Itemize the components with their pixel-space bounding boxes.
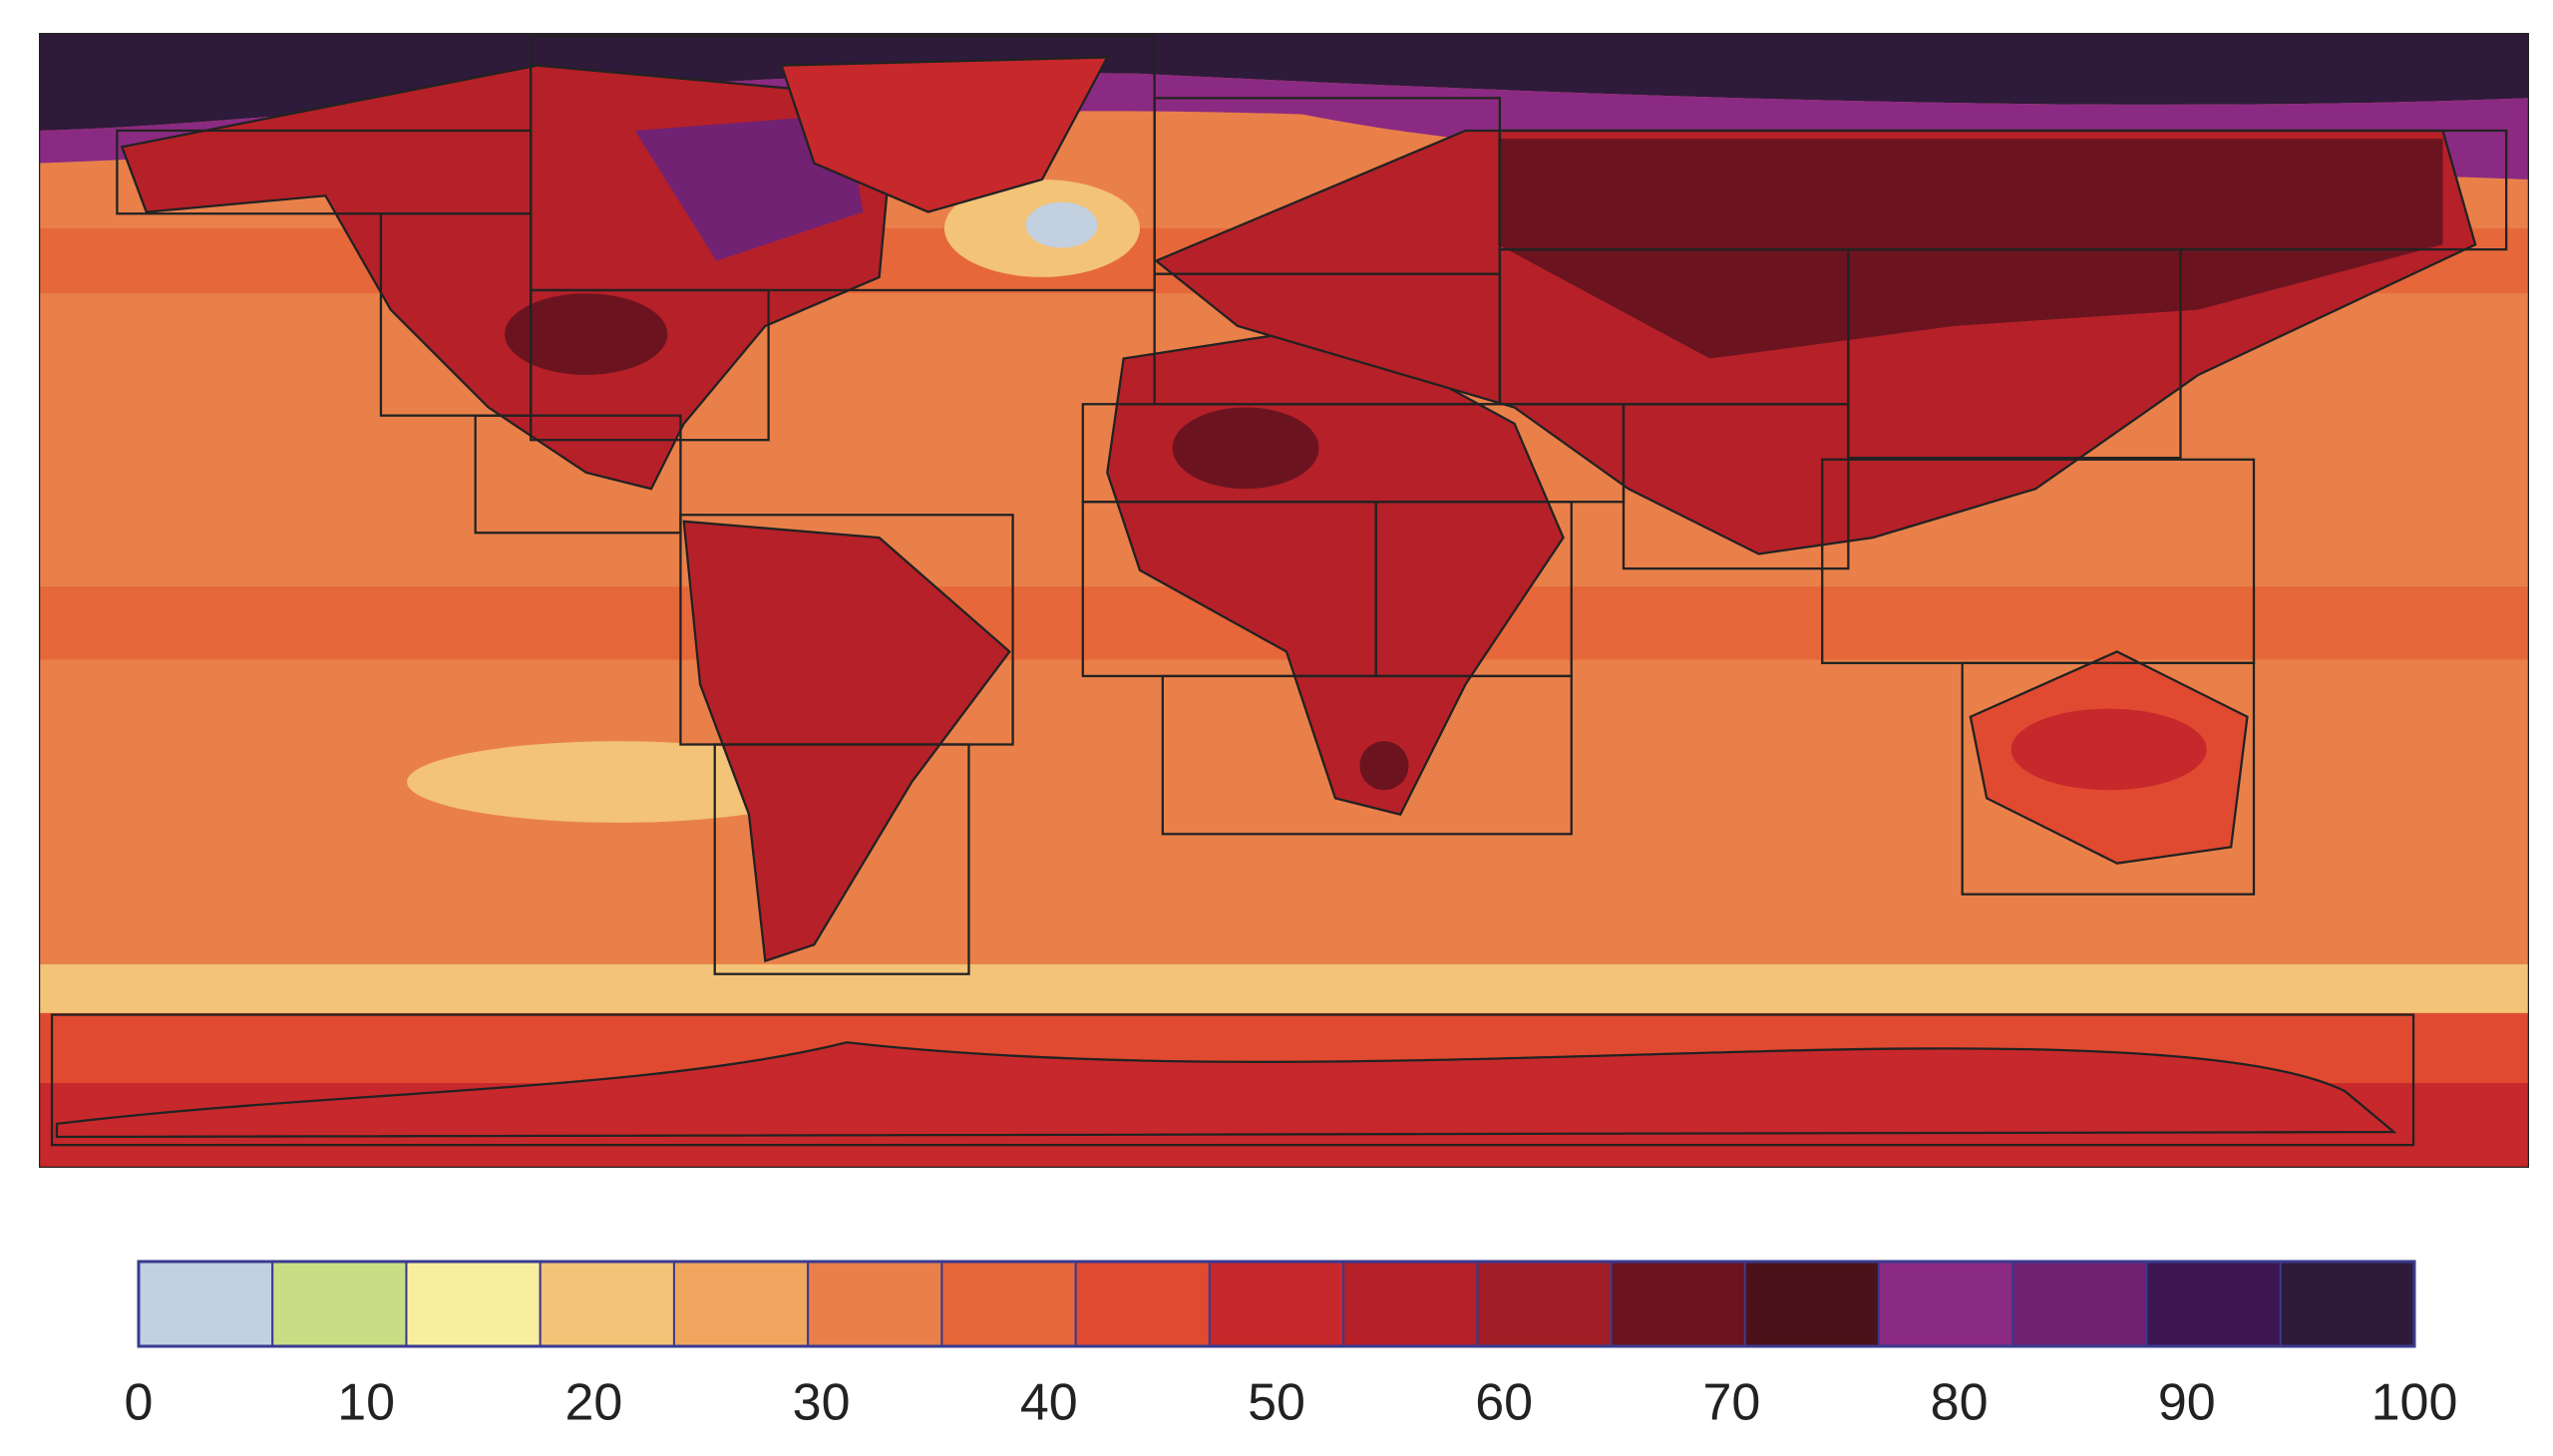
map [39, 33, 2529, 1168]
colorbar-tick-label: 50 [1248, 1374, 1305, 1432]
colorbar-swatch [2279, 1261, 2415, 1347]
region-box [1622, 403, 1850, 570]
colorbar-swatch [539, 1261, 675, 1347]
colorbar-swatch [1878, 1261, 2014, 1347]
region-box [1961, 661, 2256, 896]
region-boxes [50, 35, 2508, 1147]
colorbar-swatch [1476, 1261, 1613, 1347]
region-box [50, 1013, 2415, 1147]
colorbar-swatch [1610, 1261, 1746, 1347]
hot-patch [2010, 708, 2207, 791]
colorbar-tick-label: 100 [2371, 1374, 2458, 1432]
colorbar-swatch [271, 1261, 408, 1347]
light-patch [407, 741, 831, 823]
colorbar-tick-label: 30 [793, 1374, 851, 1432]
region-box [530, 288, 770, 442]
colorbar-swatch [940, 1261, 1077, 1347]
colorbar-swatch [807, 1261, 943, 1347]
band [39, 963, 2529, 1013]
light-patch [1025, 201, 1098, 248]
colorbar-tick-label: 80 [1931, 1374, 1989, 1432]
cold-patch [634, 114, 864, 261]
colorbar-swatch [1208, 1261, 1345, 1347]
colorbar-swatch [1743, 1261, 1881, 1347]
colorbar-tick-label: 0 [125, 1374, 154, 1432]
region-box [1847, 248, 2182, 460]
region-box [474, 414, 682, 535]
hot-patch [505, 293, 668, 375]
colorbar-tick-label: 70 [1702, 1374, 1760, 1432]
colorbar-swatch [1342, 1261, 1479, 1347]
colorbar: 0 10 20 30 40 50 60 70 80 90 100 [125, 1260, 2458, 1432]
colorbar-swatch [405, 1261, 542, 1347]
colorbar-swatch [1074, 1261, 1211, 1347]
colorbar-swatch [2011, 1261, 2148, 1347]
region-box [1161, 674, 1573, 836]
colorbar-tick-label: 20 [564, 1374, 622, 1432]
hot-patch [1359, 741, 1409, 791]
colorbar-tick-label: 90 [2158, 1374, 2216, 1432]
colorbar-swatch [2145, 1261, 2282, 1347]
colorbar-swatch [138, 1261, 274, 1347]
colorbar-tick-label: 40 [1020, 1374, 1078, 1432]
south-america [682, 520, 1011, 963]
hot-patch [1172, 407, 1319, 490]
region-box [713, 743, 970, 975]
colorbar-tick-label: 10 [337, 1374, 395, 1432]
greenland [780, 56, 1110, 213]
colorbar-swatch [672, 1261, 810, 1347]
colorbar-tick-label: 60 [1475, 1374, 1533, 1432]
arctic [39, 33, 2529, 131]
antarctica [55, 1041, 2397, 1139]
colorbar-frame [137, 1260, 2416, 1348]
